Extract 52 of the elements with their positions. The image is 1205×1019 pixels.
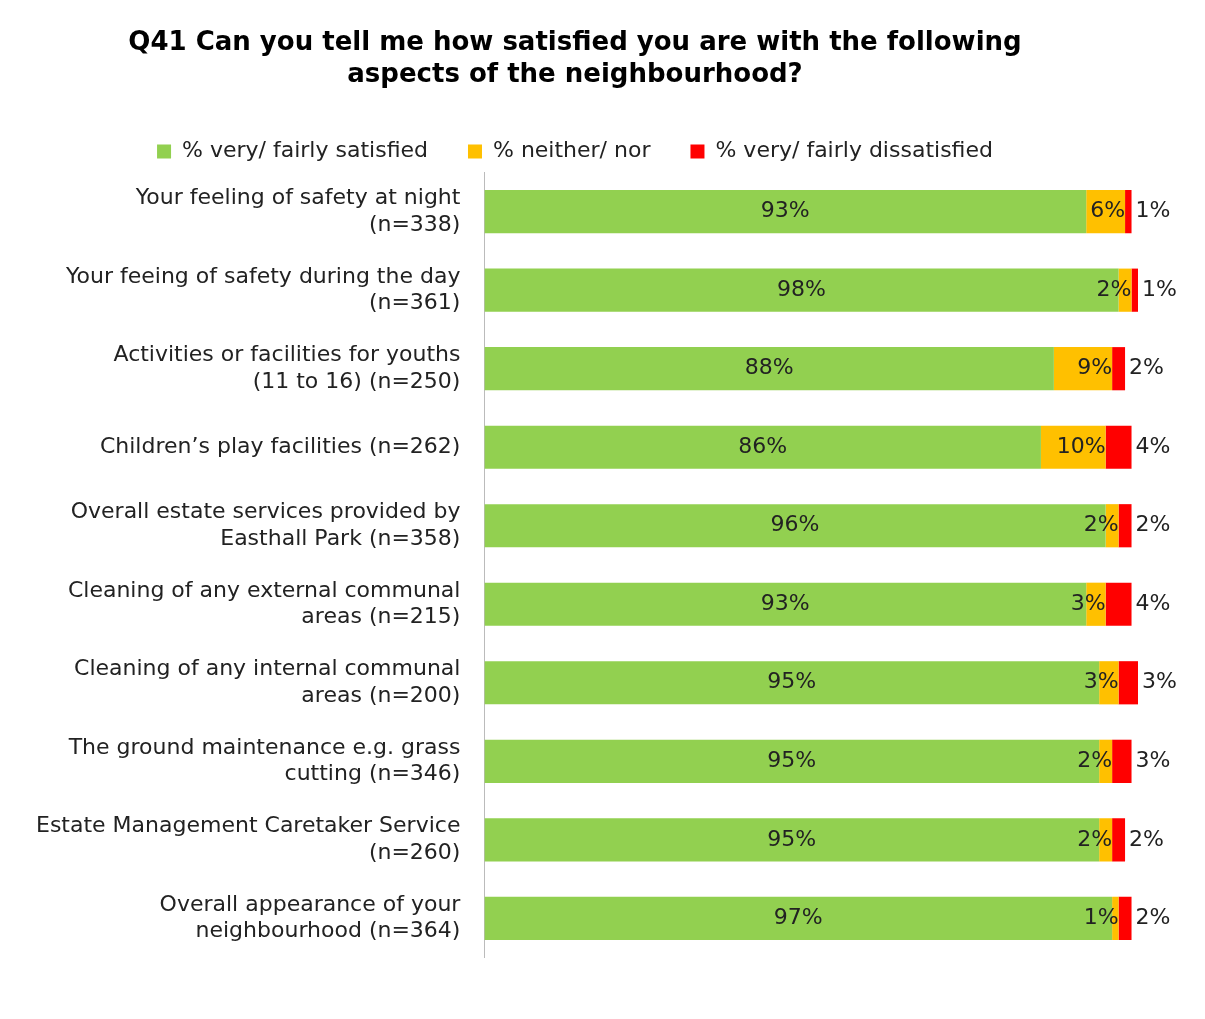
- bar: [484, 190, 1087, 234]
- data-label: 3%: [1070, 589, 1106, 615]
- y-tick-label: The ground maintenance e.g. grass cutting (n=346): [67, 733, 461, 786]
- legend-label: % very/ fairly satisfied: [182, 137, 428, 163]
- data-label: 97%: [773, 904, 823, 930]
- bar: [1131, 268, 1138, 312]
- data-label: 2%: [1129, 825, 1164, 851]
- bar: [1118, 661, 1138, 705]
- bar: [1118, 896, 1132, 940]
- data-label: 2%: [1135, 904, 1171, 930]
- y-tick-label: Estate Management Caretaker Service (n=260): [35, 812, 461, 864]
- data-label: 95%: [767, 747, 817, 773]
- bar: [1118, 504, 1132, 548]
- data-label: 2%: [1129, 354, 1164, 380]
- data-label: 1%: [1135, 197, 1171, 223]
- bar: [1112, 347, 1126, 391]
- data-label: 9%: [1077, 354, 1113, 380]
- data-label: 3%: [1142, 668, 1177, 694]
- data-label: 4%: [1135, 589, 1171, 615]
- data-label: 95%: [767, 668, 817, 694]
- data-label: 88%: [744, 354, 794, 380]
- data-label: 95%: [767, 825, 817, 851]
- y-tick-label: Your feeing of safety during the day (n=361): [65, 262, 461, 315]
- data-label: 4%: [1135, 432, 1171, 458]
- data-label: 10%: [1056, 432, 1106, 458]
- chart-title: Q41 Can you tell me how satisfied you are with the following aspects of the neighbourhood?: [128, 26, 1022, 88]
- data-label: 3%: [1083, 668, 1119, 694]
- data-label: 93%: [760, 589, 810, 615]
- bar: [1105, 425, 1132, 469]
- bar: [1105, 582, 1132, 626]
- data-label: 6%: [1090, 197, 1126, 223]
- y-tick-label: Overall estate services provided by Easthall Park (n=358): [70, 498, 461, 550]
- bar: [1112, 818, 1126, 862]
- y-tick-label: Your feeling of safety at night (n=338): [134, 184, 461, 236]
- bar: [1125, 190, 1132, 234]
- bar: [1112, 739, 1132, 783]
- data-label: 98%: [777, 275, 826, 301]
- y-tick-label: Cleaning of any external communal areas (n=215): [67, 576, 461, 629]
- bar: [484, 425, 1041, 469]
- legend-label: % neither/ nor: [492, 137, 652, 163]
- y-tick-label: Children’s play facilities (n=262): [99, 432, 461, 458]
- y-tick-label: Activities or facilities for youths (11 to 16) (n=250): [113, 341, 461, 393]
- y-tick-label: Cleaning of any internal communal areas (n=200): [74, 655, 461, 707]
- data-label: 93%: [760, 197, 810, 223]
- data-label: 3%: [1135, 747, 1171, 773]
- bar: [484, 347, 1054, 391]
- data-label: 86%: [738, 432, 788, 458]
- y-tick-label: Overall appearance of your neighbourhood (n=364): [159, 890, 462, 943]
- data-label: 96%: [770, 511, 820, 537]
- data-label: 1%: [1142, 275, 1177, 301]
- data-label: 2%: [1135, 511, 1171, 537]
- legend-label: % very/ fairly dissatisfied: [715, 137, 993, 163]
